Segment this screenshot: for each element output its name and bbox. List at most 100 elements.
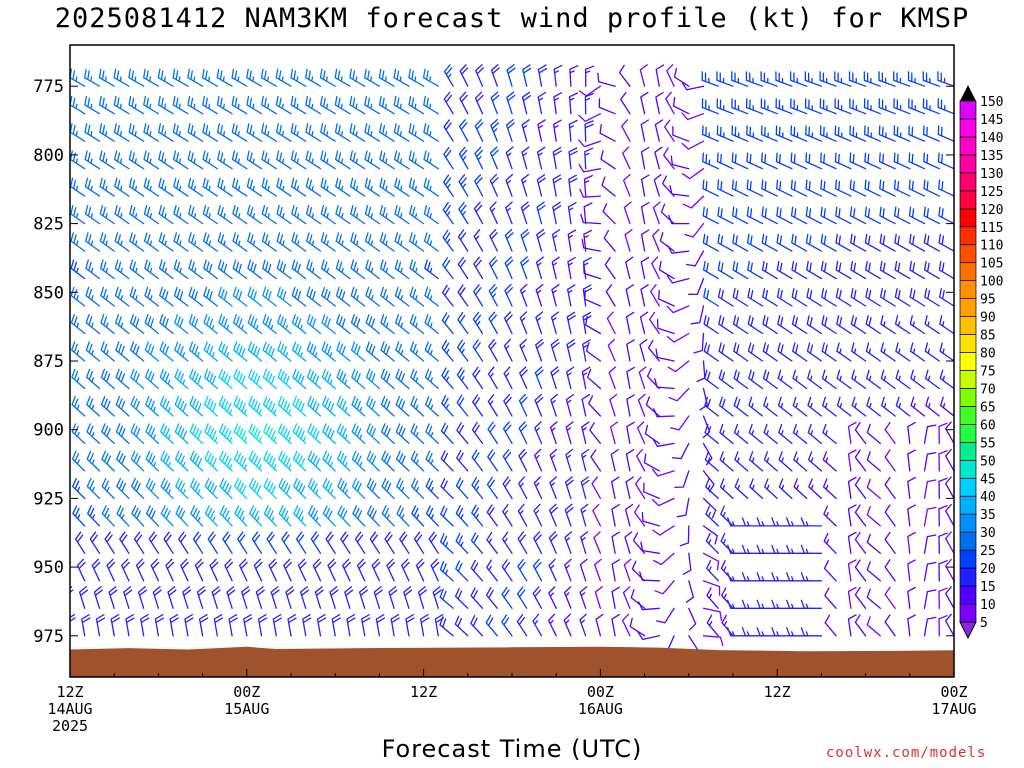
wind-barb — [175, 477, 189, 500]
wind-barb-stroke — [501, 614, 513, 637]
wind-barb — [605, 284, 616, 307]
wind-barb — [581, 394, 590, 417]
wind-barb-stroke — [251, 531, 263, 554]
wind-barb-stroke — [365, 286, 381, 307]
wind-barb-stroke — [690, 305, 705, 325]
wind-barb-stroke — [354, 531, 366, 554]
wind-barb-stroke — [336, 341, 351, 362]
wind-barb-stroke — [337, 450, 351, 472]
wind-barb-stroke — [443, 119, 454, 142]
wind-barb-stroke — [884, 476, 896, 500]
wind-barb-stroke — [321, 286, 336, 307]
wind-barb — [519, 283, 528, 307]
wind-barb-stroke — [822, 451, 837, 472]
wind-barb — [471, 504, 484, 527]
wind-barb — [349, 123, 366, 142]
wind-barb — [894, 260, 911, 280]
wind-barb-stroke — [129, 286, 145, 307]
wind-barb-stroke — [807, 423, 823, 445]
wind-barb-stroke — [84, 150, 101, 170]
wind-barb — [655, 64, 665, 87]
wind-barb — [551, 229, 561, 252]
wind-barb-stroke — [624, 531, 633, 554]
wind-barb — [246, 123, 263, 142]
wind-barb-stroke — [592, 503, 602, 527]
wind-barb — [306, 259, 322, 280]
wind-barb — [409, 232, 425, 252]
wind-barb-stroke — [474, 146, 484, 170]
wind-barb-stroke — [657, 289, 675, 307]
wind-barb — [720, 505, 734, 527]
wind-barb-stroke — [578, 139, 602, 148]
wind-barb — [217, 204, 233, 225]
wind-barb-stroke — [393, 150, 410, 170]
wind-barb-stroke — [806, 342, 823, 362]
wind-barb-stroke — [187, 68, 204, 87]
wind-barb — [746, 179, 764, 197]
wind-barb-stroke — [71, 423, 86, 445]
wind-barb-stroke — [674, 470, 690, 489]
wind-barb-stroke — [364, 204, 381, 225]
wind-barb — [278, 505, 292, 527]
wind-barb-stroke — [629, 617, 646, 637]
wind-barb — [585, 65, 595, 87]
wind-barb-stroke — [907, 504, 916, 527]
wind-barb — [189, 368, 204, 390]
wind-barb-stroke — [386, 558, 396, 582]
wind-barb — [129, 259, 145, 280]
wind-barb — [518, 393, 528, 417]
wind-barb-stroke — [458, 174, 469, 197]
wind-barb-stroke — [652, 201, 661, 225]
colorbar-swatch — [959, 549, 977, 569]
wind-barb-stroke — [173, 204, 189, 225]
wind-barb-stroke — [419, 614, 430, 637]
wind-barb — [670, 155, 690, 170]
wind-barb — [115, 368, 130, 390]
wind-barb-stroke — [653, 174, 662, 197]
wind-barb — [307, 423, 322, 445]
wind-barb-stroke — [423, 150, 439, 170]
wind-barb — [923, 260, 940, 280]
wind-barb-stroke — [98, 68, 115, 87]
wind-barb — [354, 531, 366, 554]
wind-barb — [582, 339, 591, 362]
wind-barb — [439, 533, 454, 554]
wind-barb — [224, 558, 233, 582]
wind-barb — [685, 580, 695, 603]
wind-barb — [501, 559, 513, 582]
wind-barb — [163, 531, 174, 554]
wind-barb-stroke — [99, 232, 115, 252]
wind-barb-stroke — [364, 68, 381, 87]
wind-barb — [668, 387, 690, 402]
colorbar-label: 45 — [980, 472, 996, 487]
wind-barb — [116, 505, 130, 527]
wind-barb — [201, 68, 218, 87]
wind-barb-stroke — [99, 259, 115, 280]
wind-barb-stroke — [805, 152, 823, 170]
wind-barb-stroke — [471, 421, 484, 445]
wind-barb — [174, 314, 189, 335]
wind-barb-stroke — [336, 314, 351, 335]
wind-barb — [535, 338, 544, 362]
wind-barb-stroke — [350, 232, 366, 252]
wind-barb-stroke — [262, 314, 277, 335]
wind-barb — [807, 423, 823, 445]
wind-barb — [70, 415, 71, 417]
wind-barb-stroke — [878, 71, 896, 87]
wind-barb-stroke — [394, 232, 410, 252]
wind-barb-stroke — [824, 614, 837, 637]
x-tick-label: 12Z — [410, 683, 437, 701]
wind-barb — [154, 614, 165, 637]
wind-barb — [70, 250, 71, 252]
wind-barb-stroke — [396, 505, 410, 527]
wind-barb — [305, 204, 322, 225]
wind-barb-stroke — [585, 65, 595, 87]
colorbar-swatch — [959, 154, 977, 174]
wind-barb — [893, 98, 911, 115]
wind-barb-stroke — [705, 532, 719, 554]
wind-barb — [716, 98, 734, 115]
wind-barb-stroke — [663, 147, 675, 170]
x-tick-label: 14AUG — [47, 700, 92, 718]
wind-barb-stroke — [268, 558, 278, 582]
wind-barb — [395, 341, 410, 362]
